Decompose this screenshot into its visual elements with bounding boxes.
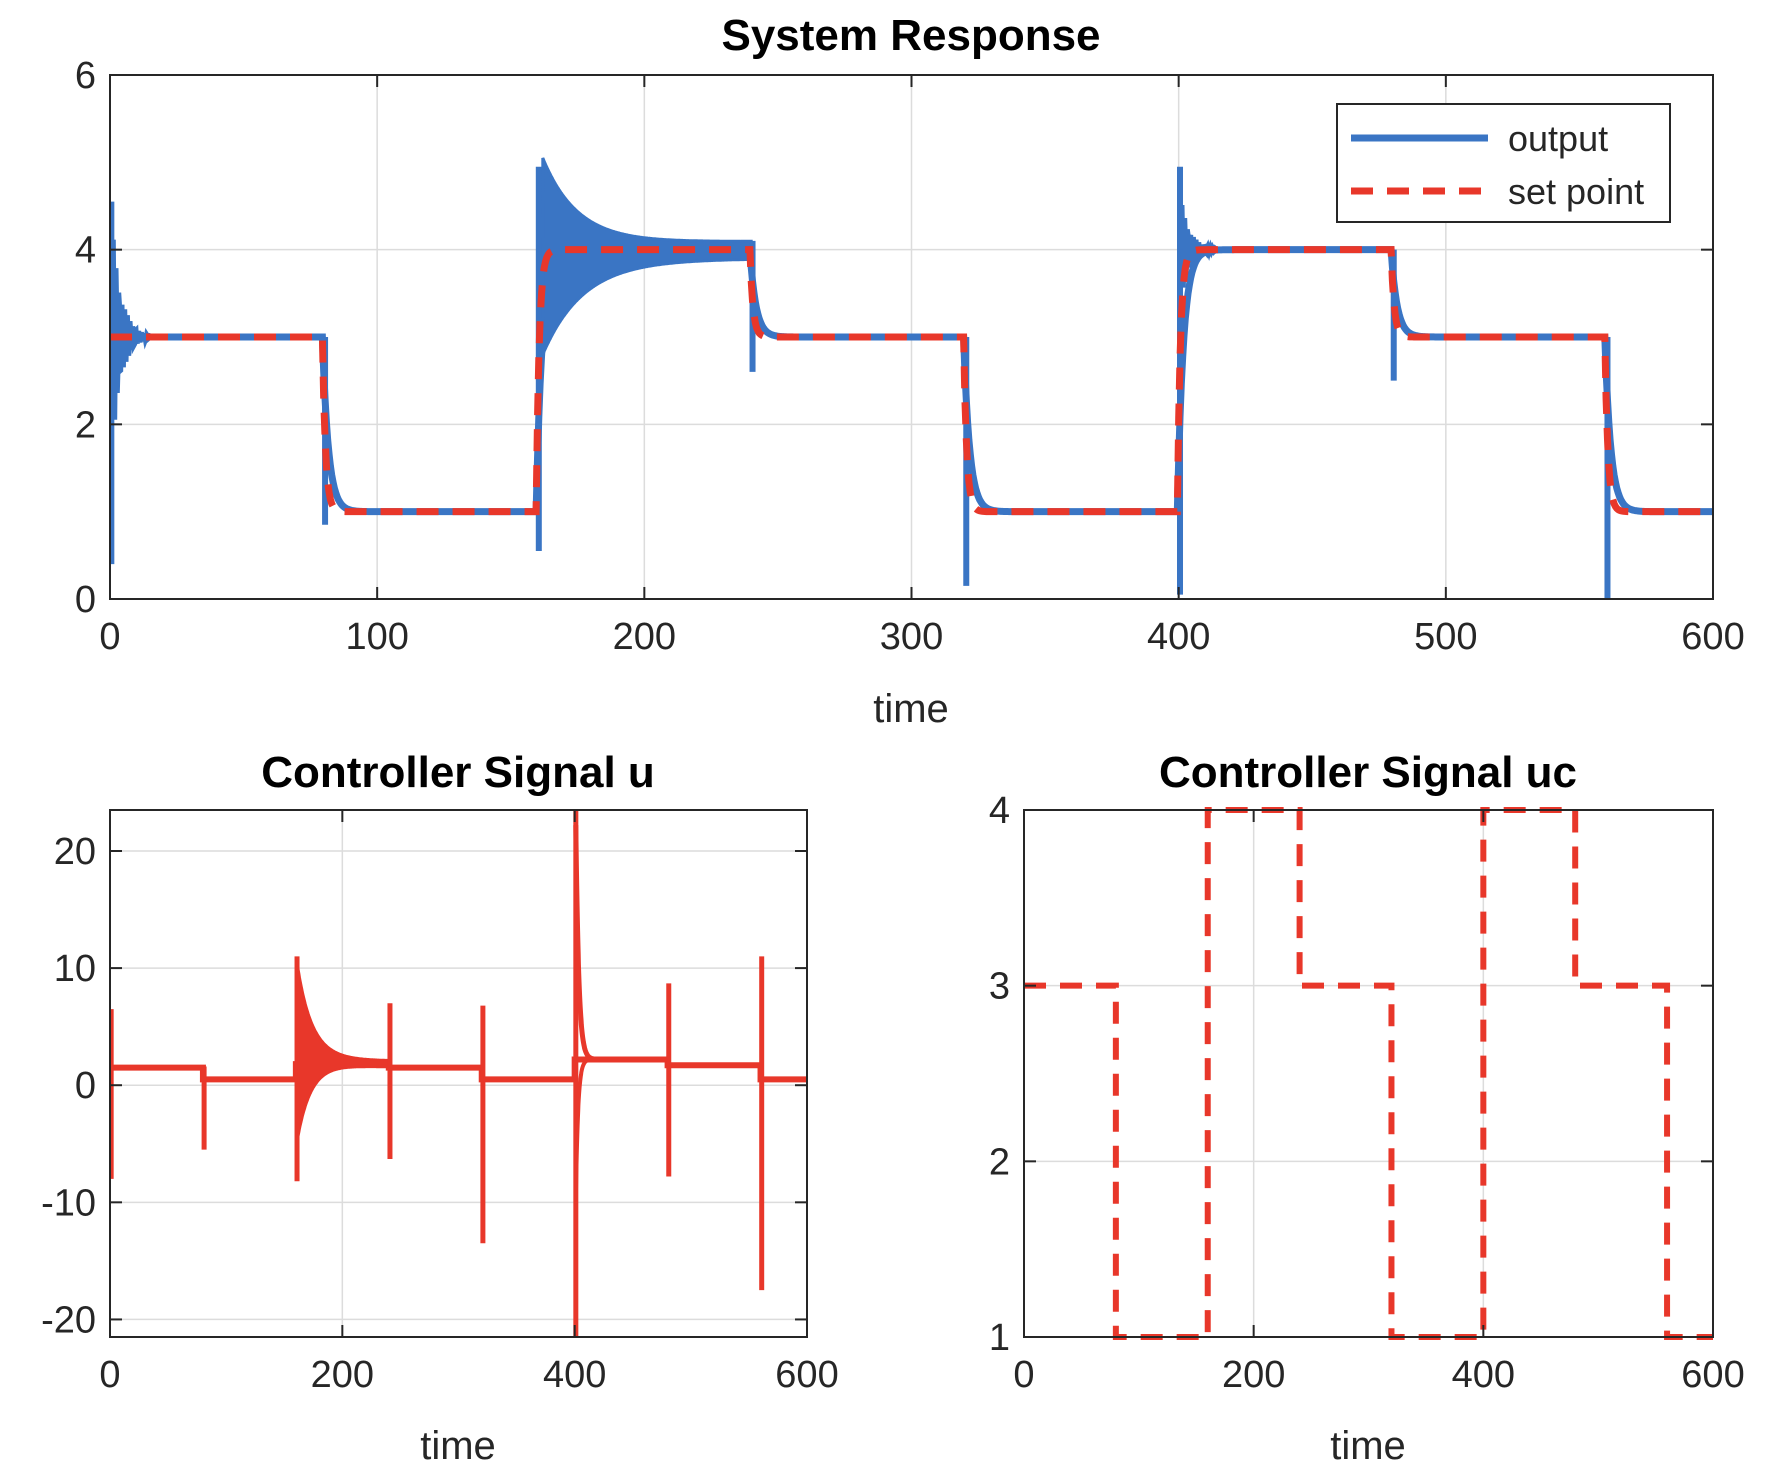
x-tick-label: 500 — [1414, 616, 1477, 658]
uc-step-line — [1024, 807, 1713, 1340]
x-tick-label: 200 — [311, 1354, 374, 1396]
legend-box — [1336, 103, 1671, 223]
x-tick-label: 400 — [1147, 616, 1210, 658]
x-tick-label: 400 — [543, 1354, 606, 1396]
y-tick-label: 4 — [989, 790, 1010, 832]
controller-uc-title: Controller Signal uc — [1159, 748, 1577, 797]
y-tick-label: -20 — [41, 1299, 96, 1341]
y-tick-label: 10 — [54, 948, 96, 990]
x-tick-label: 600 — [775, 1354, 838, 1396]
u-decay-tail — [573, 1058, 589, 1201]
y-tick-label: 0 — [75, 579, 96, 621]
x-tick-label: 200 — [613, 616, 676, 658]
x-tick-label: 0 — [99, 1354, 120, 1396]
output-ringing — [110, 239, 152, 420]
y-tick-label: 3 — [989, 966, 1010, 1008]
controller-u-series-line — [110, 810, 807, 1337]
controller-uc-ticks: 0 200 400 600 1 2 3 4 — [989, 790, 1745, 1396]
controller-u-title: Controller Signal u — [261, 748, 655, 797]
system-response-ticks: 0 100 200 300 400 500 600 0 2 4 6 — [75, 55, 1745, 658]
y-tick-label: -10 — [41, 1182, 96, 1224]
controller-uc-axes-box — [1023, 809, 1714, 1338]
controller-u-panel: 0 200 400 600 -20 -10 0 10 20 Controller Signal … — [41, 748, 839, 1468]
setpoint-line — [110, 246, 1713, 516]
system-response-series — [110, 157, 1713, 599]
controller-u-xlabel: time — [420, 1424, 496, 1468]
controller-uc-panel: 0 200 400 600 1 2 3 4 Controller Signal uc time — [989, 748, 1745, 1468]
controller-uc-xlabel: time — [1330, 1424, 1406, 1468]
y-tick-label: 0 — [75, 1065, 96, 1107]
system-response-xlabel: time — [873, 687, 949, 731]
u-oscillation-band — [297, 966, 390, 1139]
output-oscillation-band — [541, 157, 753, 356]
controller-u-axes-box — [109, 809, 808, 1338]
u-level-line — [110, 1056, 807, 1083]
controller-u-ticks: 0 200 400 600 -20 -10 0 10 20 — [41, 810, 839, 1396]
legend-setpoint-label: set point — [1508, 171, 1644, 212]
x-tick-label: 100 — [345, 616, 408, 658]
system-response-title: System Response — [721, 11, 1100, 60]
x-tick-label: 200 — [1222, 1354, 1285, 1396]
controller-uc-series — [1024, 807, 1713, 1340]
y-tick-label: 2 — [989, 1141, 1010, 1183]
x-tick-label: 0 — [1013, 1354, 1034, 1396]
controller-u-grid — [109, 810, 808, 1337]
legend: output set point — [1336, 103, 1671, 223]
y-tick-label: 20 — [54, 831, 96, 873]
x-tick-label: 300 — [880, 616, 943, 658]
x-tick-label: 400 — [1452, 1354, 1515, 1396]
y-tick-label: 2 — [75, 404, 96, 446]
x-tick-label: 600 — [1681, 1354, 1744, 1396]
u-decay-tail — [573, 825, 600, 1062]
y-tick-label: 6 — [75, 55, 96, 97]
controller-uc-grid — [1023, 809, 1714, 1338]
x-tick-label: 0 — [99, 616, 120, 658]
legend-output-label: output — [1508, 118, 1608, 159]
y-tick-label: 4 — [75, 230, 96, 272]
x-tick-label: 600 — [1681, 616, 1744, 658]
y-tick-label: 1 — [989, 1317, 1010, 1359]
controller-u-series — [110, 810, 807, 1337]
